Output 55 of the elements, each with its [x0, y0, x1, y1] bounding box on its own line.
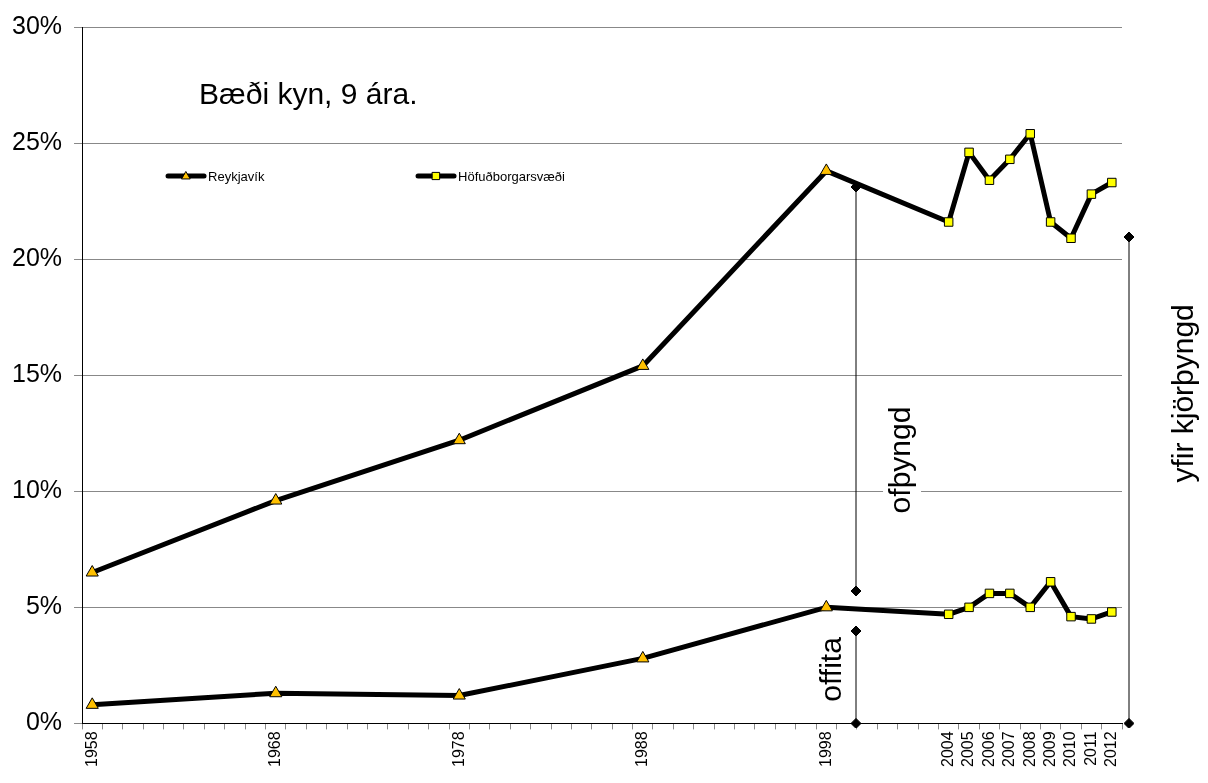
point	[1086, 189, 1097, 199]
legend-label: Reykjavík	[208, 168, 265, 184]
point	[964, 602, 974, 613]
point	[636, 358, 650, 370]
x-tick-label: 1978	[449, 731, 467, 767]
point	[1107, 607, 1117, 617]
point	[819, 163, 833, 175]
annotation: offita	[814, 636, 848, 702]
point	[984, 588, 995, 599]
text: Bæði kyn, 9 ára.	[199, 77, 418, 111]
x-tick-label: 1998	[816, 731, 834, 767]
x-tick-label: 2009	[1041, 731, 1059, 767]
point	[85, 565, 99, 577]
point	[1045, 217, 1056, 227]
point	[1107, 177, 1117, 188]
x-tick-label: 2008	[1020, 731, 1038, 767]
point	[943, 217, 954, 227]
point	[1025, 129, 1035, 139]
y-tick-label: 15%	[11, 359, 63, 388]
x-tick-label: 2004	[939, 731, 957, 767]
point	[1045, 577, 1056, 587]
point	[819, 599, 833, 612]
point	[1005, 154, 1015, 165]
y-tick-label: 30%	[11, 10, 63, 39]
point	[1086, 614, 1097, 624]
point	[984, 175, 995, 185]
point	[452, 688, 466, 700]
annotation: ofþyngd	[883, 406, 917, 514]
point	[85, 697, 99, 709]
x-tick-label: 2010	[1061, 731, 1079, 767]
x-tick-label: 1988	[633, 731, 651, 767]
x-tick-label: 2011	[1081, 731, 1099, 766]
x-tick-label: 2012	[1102, 731, 1120, 767]
x-tick-label: 2005	[959, 731, 977, 767]
y-tick-label: 20%	[11, 243, 63, 272]
x-tick-label: 2007	[1000, 731, 1018, 767]
point	[269, 685, 283, 698]
y-tick-label: 25%	[11, 126, 63, 155]
point	[1005, 588, 1015, 599]
x-tick-label: 1958	[82, 731, 100, 767]
y-tick-label: 0%	[25, 707, 63, 736]
point	[943, 609, 954, 620]
point	[964, 147, 974, 158]
x-tick-label: 2006	[979, 731, 997, 767]
x-tick-label: 1968	[266, 731, 284, 767]
legend-label: Höfuðborgarsvæði	[458, 168, 566, 184]
point	[1066, 611, 1076, 622]
point	[1066, 233, 1076, 243]
y-tick-label: 10%	[11, 475, 63, 504]
point	[269, 493, 283, 505]
text: yfir kjörþyngd	[1166, 304, 1200, 483]
y-tick-label: 5%	[25, 591, 63, 620]
point	[452, 432, 466, 445]
point	[636, 650, 650, 663]
point	[1025, 602, 1035, 613]
